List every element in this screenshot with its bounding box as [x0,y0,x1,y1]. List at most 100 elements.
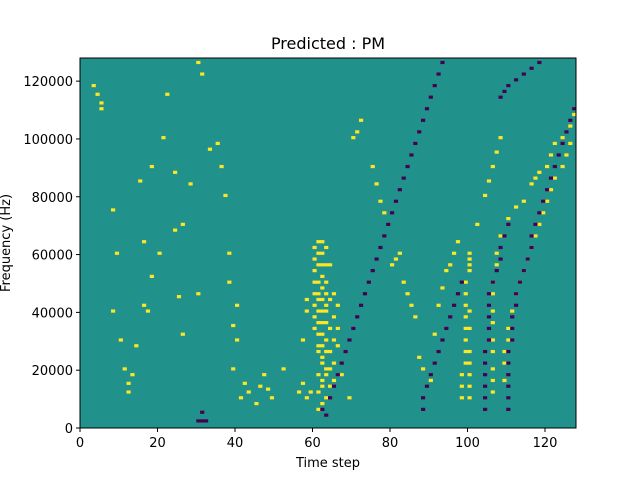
heatmap-cell-high [281,367,286,371]
heatmap-cell-high [331,378,337,383]
heatmap-cell-high [231,367,236,371]
heatmap-cell-low [204,419,209,423]
y-axis: 0 20000 40000 60000 80000 100000 120000 [23,75,80,437]
y-tick-label: 120000 [23,75,73,90]
heatmap-cell-high [413,315,418,319]
heatmap-cell-low [564,130,569,134]
heatmap-cell-high [459,384,464,388]
heatmap-cell-low [440,338,445,342]
heatmap-cell-high [180,222,185,226]
heatmap-cell-high [324,367,329,371]
heatmap-cell-high [444,269,449,273]
heatmap-cell-high [316,292,321,296]
heatmap-cell-high [99,107,104,111]
heatmap-cell-high [328,263,333,267]
heatmap-cell-high [300,381,306,385]
heatmap-cell-high [328,326,333,331]
heatmap-cell-high [533,234,538,238]
heatmap-cell-high [467,384,472,388]
heatmap-cell-high [320,361,325,365]
heatmap-cell-low [486,326,492,331]
heatmap-cell-low [537,60,542,65]
heatmap-cell-high [463,315,468,319]
heatmap-cell-high [320,240,325,244]
heatmap-cell-high [397,251,402,255]
heatmap-cell-low [506,361,511,365]
heatmap-cell-high [335,344,340,348]
heatmap-cell-high [521,199,526,203]
heatmap-cell-high [316,349,321,354]
heatmap-cell-high [207,147,213,151]
heatmap-cell-high [335,326,340,331]
heatmap-cell-high [537,222,542,226]
heatmap-cell-high [312,315,317,319]
heatmap-cell-high [130,373,135,377]
heatmap-cell-low [483,349,488,354]
heatmap-cell-high [463,280,468,284]
heatmap-cell-high [312,280,317,284]
heatmap-cell-low [498,257,503,261]
heatmap-cell-high [328,349,333,354]
heatmap-cell-low [428,373,433,377]
heatmap-cell-low [424,384,430,388]
heatmap-cell-high [452,251,457,255]
heatmap-cell-high [312,292,317,296]
heatmap-cell-high [142,303,147,307]
heatmap-cell-low [510,326,515,331]
heatmap-cell-low [448,315,453,319]
heatmap-cell-low [405,164,410,169]
heatmap-cell-low [436,349,441,354]
x-tick-label: 100 [455,436,480,451]
heatmap-cell-high [432,332,437,336]
heatmap-cell-low [490,280,495,284]
heatmap-cell-high [200,72,205,76]
heatmap-cell-high [382,211,387,215]
axes-frame [79,57,577,429]
heatmap-cell-low [514,303,519,307]
heatmap-cell-high [316,263,321,267]
heatmap-cell-high [502,378,507,383]
heatmap-cell-high [390,263,395,267]
heatmap-cell-high [490,390,495,394]
heatmap-cell-high [316,373,321,377]
heatmap-cell-high [312,245,317,250]
heatmap-cell-high [297,390,302,394]
heatmap-cell-high [215,141,220,146]
heatmap-cell-high [324,349,329,354]
heatmap-cell-high [331,292,337,296]
heatmap-cell-high [459,396,464,400]
heatmap-cell-high [114,251,120,255]
heatmap-cell-low [351,326,356,331]
heatmap-cell-low [436,72,441,76]
heatmap-cell-high [459,373,464,377]
heatmap-cell-high [320,355,325,359]
heatmap-cell-high [312,257,317,261]
heatmap-cell-high [359,118,364,122]
heatmap-cell-low [521,269,526,273]
heatmap-cell-low [421,118,426,122]
heatmap-cell-high [149,164,154,169]
heatmap-cell-low [483,407,488,411]
heatmap-cell-high [467,251,472,255]
heatmap-cell-high [316,344,321,348]
heatmap-cell-high [552,176,557,180]
heatmap-cell-high [483,193,488,198]
heatmap-cell-high [335,303,340,307]
heatmap-cell-low [483,373,488,377]
heatmap-cell-high [324,280,329,284]
heatmap-cell-high [494,263,499,267]
heatmap-cell-high [149,274,154,278]
y-tick-label: 0 [65,422,73,437]
chart-title: Predicted : PM [271,34,385,53]
heatmap-cell-low [366,280,371,284]
x-tick-label: 20 [149,436,166,451]
heatmap-cell-low [486,338,492,342]
heatmap-cell-low [510,315,515,319]
heatmap-cell-high [223,193,228,198]
heatmap-cell-high [157,251,162,255]
heatmap-cell-high [324,263,329,267]
heatmap-cell-high [173,228,178,232]
heatmap-cells [91,60,577,423]
heatmap-cell-low [483,361,488,365]
x-tick-label: 80 [382,436,399,451]
